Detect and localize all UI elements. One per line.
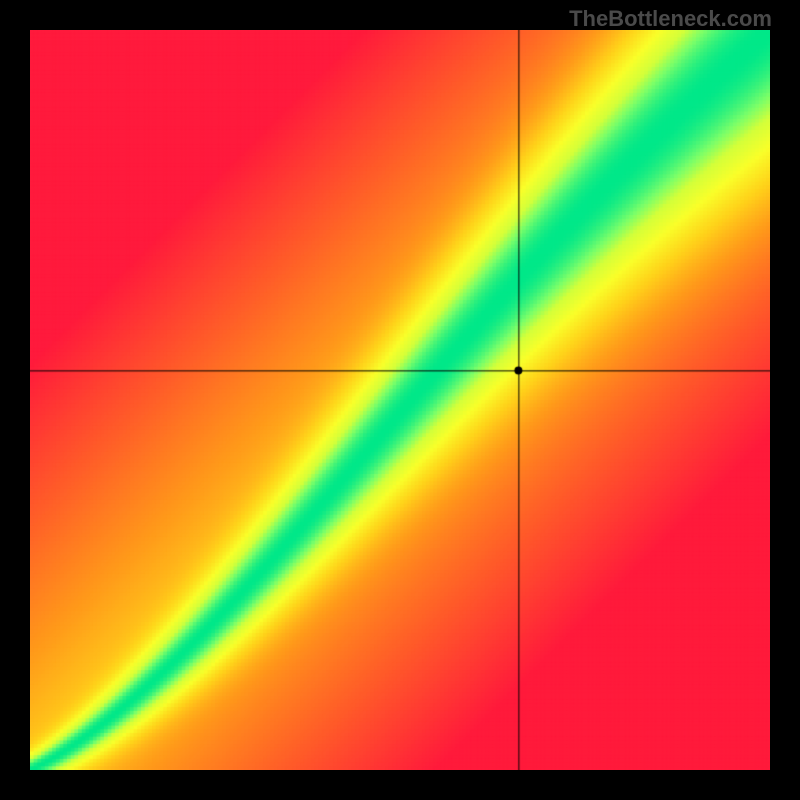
watermark-text: TheBottleneck.com xyxy=(569,6,772,32)
chart-container: TheBottleneck.com xyxy=(0,0,800,800)
bottleneck-heatmap xyxy=(30,30,770,770)
